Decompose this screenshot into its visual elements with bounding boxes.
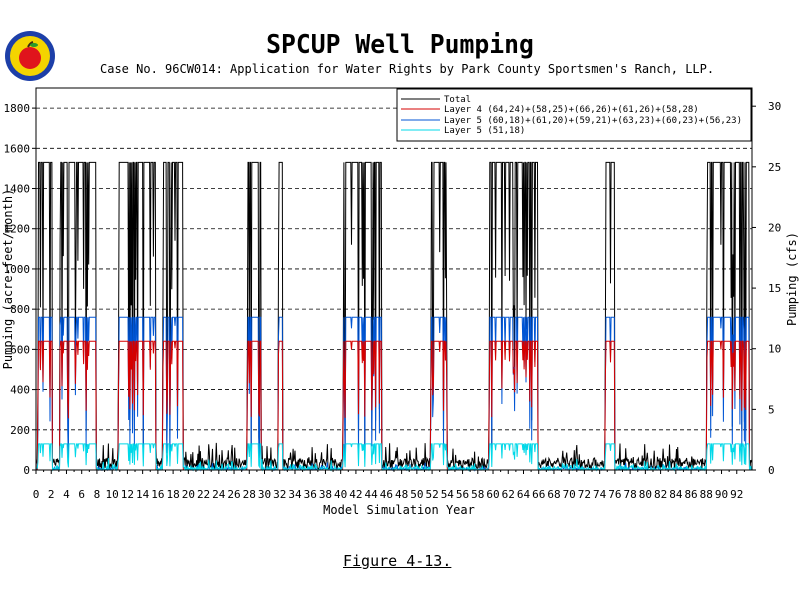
- x-tick-label: 26: [227, 488, 240, 501]
- axes: 0200400600800100012001400160018000510152…: [4, 100, 782, 501]
- x-tick-label: 12: [121, 488, 134, 501]
- y-tick-label: 200: [10, 424, 30, 437]
- x-tick-label: 14: [136, 488, 150, 501]
- legend-label-total: Total: [444, 95, 471, 105]
- y2-tick-label: 15: [768, 282, 781, 295]
- y2-axis-label: Pumping (cfs): [785, 232, 799, 326]
- x-tick-label: 4: [63, 488, 70, 501]
- x-tick-label: 16: [151, 488, 164, 501]
- x-tick-label: 82: [654, 488, 667, 501]
- series-lines: [35, 161, 753, 472]
- y-tick-label: 800: [10, 303, 30, 316]
- chart-title: SPCUP Well Pumping: [266, 30, 534, 60]
- x-tick-label: 46: [380, 488, 393, 501]
- y-tick-label: 0: [23, 464, 30, 477]
- x-tick-label: 2: [48, 488, 55, 501]
- x-tick-label: 38: [319, 488, 332, 501]
- x-tick-label: 24: [212, 488, 226, 501]
- y2-tick-label: 25: [768, 161, 781, 174]
- x-tick-label: 22: [197, 488, 210, 501]
- x-tick-label: 18: [166, 488, 179, 501]
- x-tick-label: 72: [578, 488, 591, 501]
- series-line-total: [35, 161, 753, 471]
- x-tick-label: 50: [410, 488, 423, 501]
- series-line-layer5-51-18: [35, 443, 753, 472]
- x-axis-label: Model Simulation Year: [323, 503, 475, 517]
- x-tick-label: 78: [624, 488, 637, 501]
- legend: Total Layer 4 (64,24)+(58,25)+(66,26)+(6…: [396, 88, 752, 142]
- x-tick-label: 54: [441, 488, 455, 501]
- legend-box: [396, 88, 752, 142]
- y2-tick-label: 5: [768, 403, 775, 416]
- x-tick-label: 56: [456, 488, 469, 501]
- x-tick-label: 36: [304, 488, 317, 501]
- x-tick-label: 70: [563, 488, 576, 501]
- x-tick-label: 58: [471, 488, 484, 501]
- x-tick-label: 20: [182, 488, 195, 501]
- y-tick-label: 1000: [4, 263, 31, 276]
- y-tick-label: 1200: [4, 223, 31, 236]
- x-tick-label: 62: [502, 488, 515, 501]
- x-tick-label: 0: [33, 488, 40, 501]
- x-tick-label: 48: [395, 488, 408, 501]
- y-tick-label: 400: [10, 384, 30, 397]
- x-tick-label: 64: [517, 488, 531, 501]
- y-tick-label: 1400: [4, 183, 31, 196]
- legend-label-layer4: Layer 4 (64,24)+(58,25)+(66,26)+(61,26)+…: [444, 105, 699, 115]
- legend-label-layer5b: Layer 5 (51,18): [444, 126, 525, 136]
- x-tick-label: 68: [547, 488, 560, 501]
- x-tick-label: 30: [258, 488, 271, 501]
- x-tick-label: 40: [334, 488, 347, 501]
- x-tick-label: 80: [639, 488, 652, 501]
- y-tick-label: 600: [10, 343, 30, 356]
- x-tick-label: 90: [715, 488, 728, 501]
- x-tick-label: 32: [273, 488, 286, 501]
- x-tick-label: 28: [243, 488, 256, 501]
- y2-tick-label: 0: [768, 464, 775, 477]
- x-tick-label: 34: [288, 488, 302, 501]
- x-tick-label: 10: [106, 488, 119, 501]
- y-axis-label: Pumping (acre-feet/month): [1, 189, 15, 370]
- state-seal-logo: [5, 31, 55, 81]
- x-tick-label: 86: [684, 488, 697, 501]
- x-tick-label: 42: [349, 488, 362, 501]
- x-tick-label: 88: [700, 488, 713, 501]
- figure-caption: Figure 4-13.: [343, 552, 452, 570]
- x-tick-label: 6: [78, 488, 85, 501]
- y2-tick-label: 30: [768, 100, 781, 113]
- x-tick-label: 84: [669, 488, 683, 501]
- y-tick-label: 1800: [4, 102, 31, 115]
- x-tick-label: 92: [730, 488, 743, 501]
- chart-subtitle: Case No. 96CW014: Application for Water …: [100, 62, 715, 76]
- x-tick-label: 52: [425, 488, 438, 501]
- y2-tick-label: 20: [768, 221, 781, 234]
- y2-tick-label: 10: [768, 343, 781, 356]
- y-tick-label: 1600: [4, 142, 31, 155]
- x-tick-label: 76: [608, 488, 621, 501]
- x-tick-label: 8: [94, 488, 101, 501]
- x-tick-label: 60: [486, 488, 499, 501]
- x-tick-label: 74: [593, 488, 607, 501]
- x-tick-label: 44: [365, 488, 379, 501]
- x-tick-label: 66: [532, 488, 545, 501]
- legend-label-layer5a: Layer 5 (60,18)+(61,20)+(59,21)+(63,23)+…: [444, 116, 742, 126]
